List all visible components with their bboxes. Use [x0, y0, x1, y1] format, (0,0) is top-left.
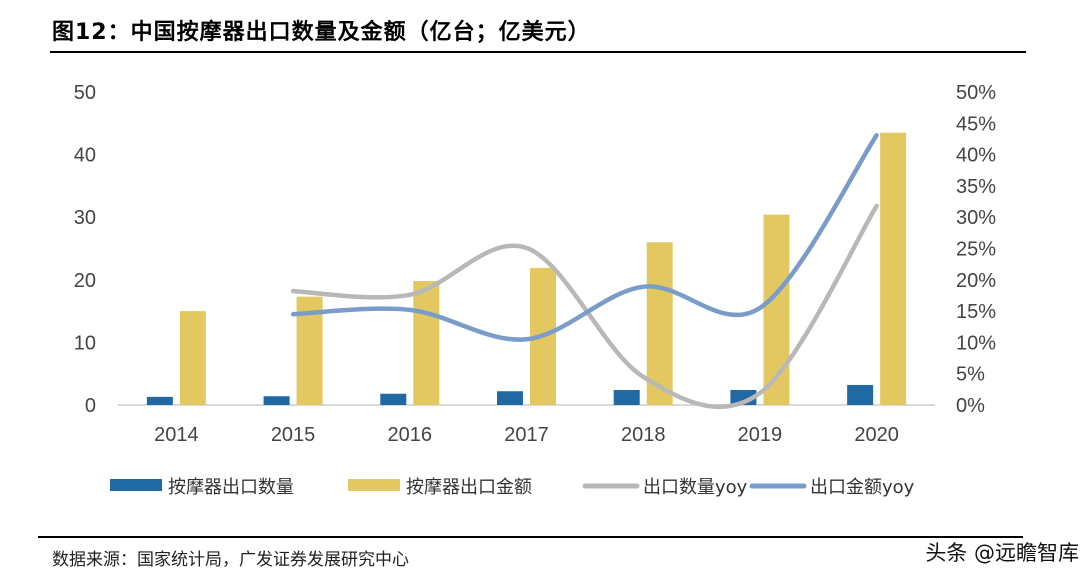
- x-axis-tick: 2020: [854, 424, 899, 446]
- right-axis-tick: 25%: [956, 239, 996, 261]
- figure-title: 图12：中国按摩器出口数量及金额（亿台；亿美元）: [52, 20, 591, 45]
- x-axis-tick: 2017: [504, 424, 549, 446]
- footer-divider: [38, 536, 1023, 538]
- watermark: 头条 @远瞻智库: [925, 541, 1079, 565]
- legend-swatch: [110, 479, 162, 491]
- bar-export-quantity-2014: [146, 396, 173, 405]
- left-axis-tick: 0: [85, 395, 96, 417]
- bar-export-value-2018: [646, 242, 673, 405]
- right-axis-tick: 15%: [956, 301, 996, 323]
- right-axis-tick: 30%: [956, 207, 996, 229]
- bar-export-value-2016: [413, 281, 440, 405]
- title-divider: [50, 51, 1026, 53]
- x-axis-tick: 2014: [154, 424, 199, 446]
- chart: 0 10 20 30 40 50 0% 5% 10% 15% 20% 25% 30% 35% 40% 45% 5…: [74, 82, 996, 498]
- right-axis-tick: 40%: [956, 145, 996, 167]
- legend-swatch: [348, 479, 400, 491]
- right-axis-tick: 45%: [956, 113, 996, 135]
- right-axis-tick: 35%: [956, 176, 996, 198]
- bar-export-value-2019: [763, 214, 790, 405]
- legend-label: 出口金额yoy: [810, 477, 915, 498]
- right-axis-tick: 5%: [956, 364, 985, 386]
- bar-export-quantity-2020: [847, 384, 874, 405]
- legend-label: 出口数量yoy: [643, 477, 748, 498]
- right-axis-tick: 20%: [956, 270, 996, 292]
- x-axis-tick: 2015: [271, 424, 316, 446]
- x-axis-tick: 2016: [388, 424, 433, 446]
- left-axis-tick: 50: [74, 82, 96, 104]
- bar-export-value-2014: [179, 311, 206, 405]
- right-axis-tick: 0%: [956, 395, 985, 417]
- left-axis-tick: 20: [74, 270, 96, 292]
- right-axis-tick: 50%: [956, 82, 996, 104]
- right-axis-tick: 10%: [956, 332, 996, 354]
- legend-label: 按摩器出口数量: [168, 477, 294, 498]
- x-axis-tick: 2018: [621, 424, 666, 446]
- left-axis-tick: 30: [74, 207, 96, 229]
- x-axis-tick: 2019: [738, 424, 783, 446]
- bar-export-value-2020: [880, 132, 907, 405]
- bar-export-quantity-2015: [263, 396, 290, 405]
- bar-export-quantity-2018: [613, 389, 640, 405]
- bar-export-quantity-2017: [497, 391, 523, 405]
- left-axis-tick: 40: [74, 145, 96, 167]
- bar-export-quantity-2016: [380, 393, 407, 405]
- source-note: 数据来源：国家统计局，广发证券发展研究中心: [52, 550, 409, 570]
- left-axis-tick: 10: [74, 332, 96, 354]
- legend-label: 按摩器出口金额: [406, 477, 532, 498]
